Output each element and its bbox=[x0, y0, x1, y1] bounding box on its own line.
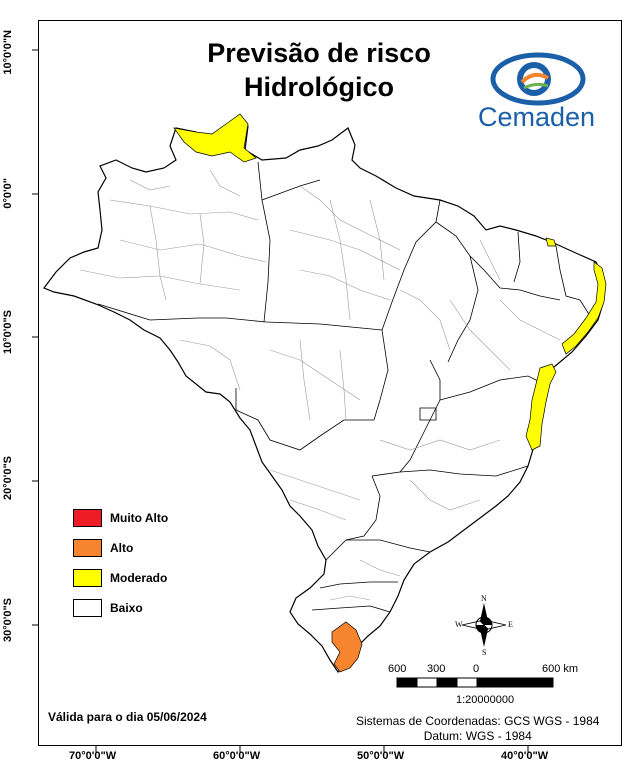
lon-label-60w: 60°0'0"W bbox=[213, 750, 261, 762]
legend-item-muito-alto: Muito Alto bbox=[73, 508, 168, 528]
risk-moderado-areas bbox=[173, 113, 607, 451]
lat-label-30s: 30°0'0"S bbox=[2, 598, 14, 643]
title-line1: Previsão de risco bbox=[207, 38, 431, 68]
scale-label-600: 600 bbox=[388, 663, 407, 675]
legend-item-alto: Alto bbox=[73, 538, 133, 558]
lon-label-70w: 70°0'0"W bbox=[69, 750, 117, 762]
crs-line2: Datum: WGS - 1984 bbox=[423, 729, 532, 743]
scale-bar bbox=[396, 677, 554, 688]
lat-label-10s: 10°0'0"S bbox=[2, 310, 14, 355]
map-title: Previsão de risco Hidrológico bbox=[0, 36, 638, 104]
compass-e: E bbox=[508, 620, 513, 629]
legend-swatch-moderado bbox=[73, 569, 102, 587]
legend-label-baixo: Baixo bbox=[110, 601, 143, 615]
legend-item-baixo: Baixo bbox=[73, 598, 143, 618]
legend-swatch-baixo bbox=[73, 599, 102, 617]
scale-label-0: 0 bbox=[473, 663, 480, 675]
scale-label-300: 300 bbox=[427, 663, 446, 675]
compass-w: W bbox=[455, 620, 463, 629]
lat-label-0: 0°0'0" bbox=[2, 178, 14, 209]
valid-date: Válida para o dia 05/06/2024 bbox=[48, 710, 207, 724]
legend-swatch-alto bbox=[73, 539, 102, 557]
lat-label-20s: 20°0'0"S bbox=[2, 456, 14, 501]
title-line2: Hidrológico bbox=[244, 72, 394, 102]
lon-label-40w: 40°0'0"W bbox=[501, 750, 549, 762]
coordinate-system: Sistemas de Coordenadas: GCS WGS - 1984 … bbox=[356, 714, 599, 744]
compass-rose-icon bbox=[461, 603, 507, 647]
lat-label-10n: 10°0'0"N bbox=[2, 30, 14, 75]
compass-s: S bbox=[482, 648, 487, 657]
risk-alto-area bbox=[331, 621, 363, 673]
cemaden-logo-icon bbox=[490, 52, 586, 106]
legend-label-muito-alto: Muito Alto bbox=[110, 511, 169, 525]
lon-label-50w: 50°0'0"W bbox=[357, 750, 405, 762]
brazil-outline bbox=[43, 119, 605, 674]
compass-n: N bbox=[481, 594, 487, 603]
legend-label-alto: Alto bbox=[110, 541, 134, 555]
crs-line1: Sistemas de Coordenadas: GCS WGS - 1984 bbox=[356, 714, 600, 728]
scale-label-600km: 600 km bbox=[542, 663, 579, 675]
scale-ratio: 1:20000000 bbox=[456, 694, 515, 706]
logo-text: Cemaden bbox=[478, 102, 596, 132]
legend-item-moderado: Moderado bbox=[73, 568, 167, 588]
legend-label-moderado: Moderado bbox=[110, 571, 168, 585]
legend-swatch-muito-alto bbox=[73, 509, 102, 527]
